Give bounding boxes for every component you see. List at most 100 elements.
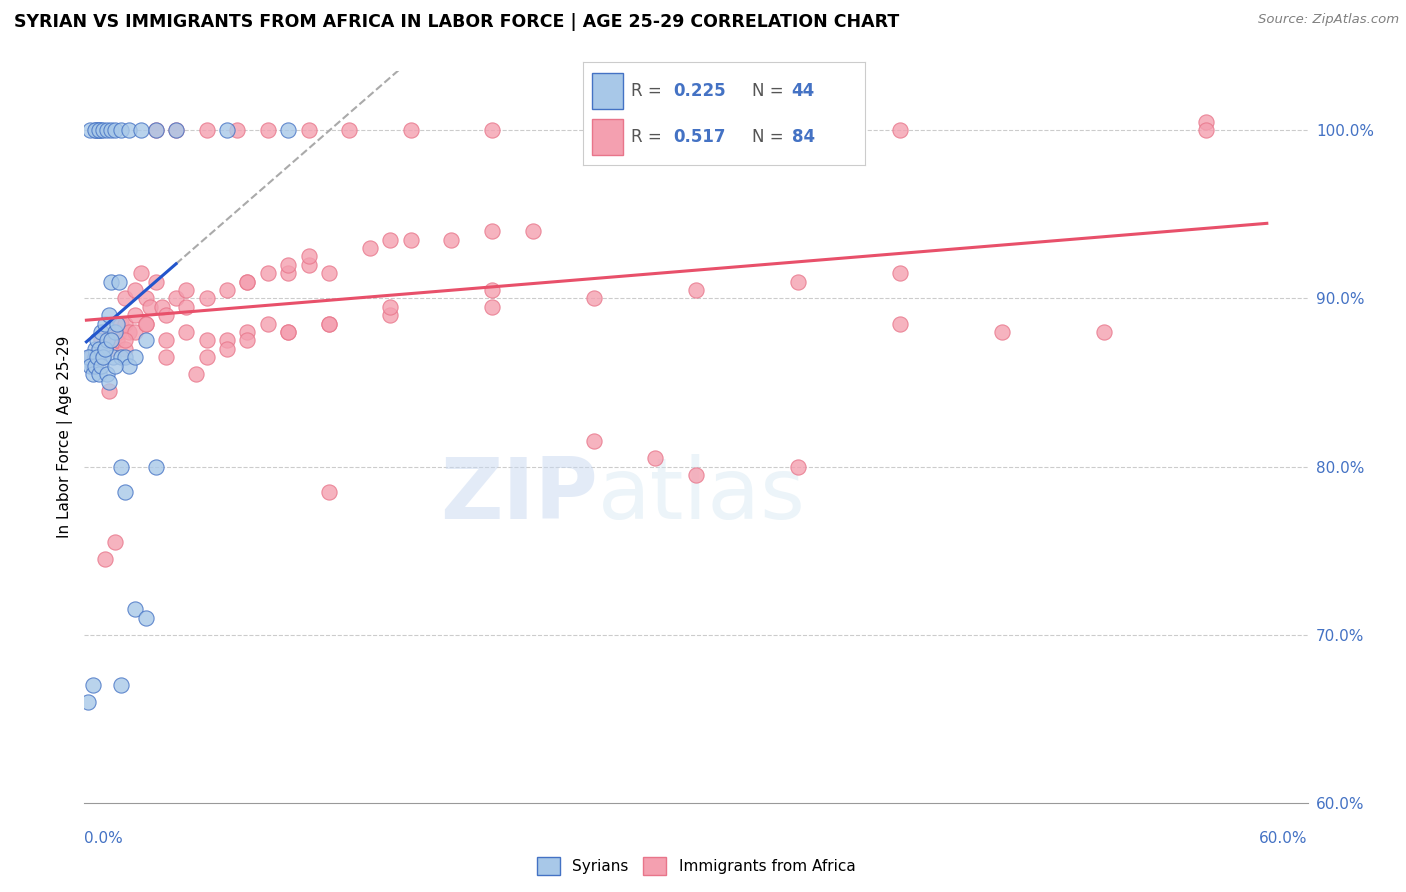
Text: 44: 44 (792, 82, 815, 100)
Point (186, 367, 208, 381)
Point (97, 342, 120, 356)
Point (91, 350, 114, 364)
Point (110, 317, 132, 331)
Point (318, 484, 340, 499)
FancyBboxPatch shape (592, 119, 623, 155)
Text: atlas: atlas (598, 454, 806, 537)
Point (82, 678, 104, 692)
Point (155, 350, 177, 364)
Point (79, 359, 101, 373)
Point (83, 123, 105, 137)
Point (96, 367, 118, 381)
Point (399, 233, 422, 247)
Point (91, 123, 114, 137)
Point (1195, 123, 1218, 137)
Point (135, 317, 157, 331)
Point (226, 123, 249, 137)
Point (83, 123, 105, 137)
Point (96, 334, 118, 348)
Point (104, 325, 127, 339)
Text: SYRIAN VS IMMIGRANTS FROM AFRICA IN LABOR FORCE | AGE 25-29 CORRELATION CHART: SYRIAN VS IMMIGRANTS FROM AFRICA IN LABO… (14, 13, 900, 31)
Point (79, 123, 101, 137)
Point (277, 266, 299, 280)
Point (257, 317, 280, 331)
Point (889, 317, 911, 331)
Point (217, 283, 239, 297)
Point (131, 123, 153, 137)
Point (97, 308, 120, 322)
Point (277, 325, 299, 339)
Point (787, 459, 810, 474)
Point (889, 266, 911, 280)
Text: N =: N = (752, 82, 789, 100)
Point (83, 350, 105, 364)
Point (644, 451, 666, 466)
Point (481, 283, 503, 297)
Point (110, 678, 132, 692)
Point (93, 342, 117, 356)
Point (195, 334, 218, 348)
Point (87, 342, 110, 356)
Point (583, 434, 606, 449)
Point (114, 317, 136, 331)
Point (195, 123, 218, 137)
Point (100, 275, 122, 289)
Point (131, 266, 153, 280)
Point (100, 334, 122, 348)
Point (145, 123, 167, 137)
Point (217, 123, 239, 137)
Point (82, 367, 104, 381)
Point (150, 300, 173, 314)
Text: 0.225: 0.225 (673, 82, 725, 100)
Point (110, 123, 132, 137)
Point (114, 484, 136, 499)
Y-axis label: In Labor Force | Age 25-29: In Labor Force | Age 25-29 (58, 336, 73, 538)
Text: 0.0%: 0.0% (84, 831, 124, 846)
Point (318, 266, 340, 280)
Text: 60.0%: 60.0% (1260, 831, 1308, 846)
Point (481, 123, 503, 137)
Point (90, 325, 112, 339)
Point (318, 317, 340, 331)
Point (236, 275, 259, 289)
Point (257, 123, 280, 137)
Text: 0.517: 0.517 (673, 128, 725, 146)
Point (644, 123, 666, 137)
Point (257, 266, 280, 280)
Point (135, 334, 157, 348)
Point (87, 123, 110, 137)
Point (165, 123, 187, 137)
Legend: Syrians, Immigrants from Africa: Syrians, Immigrants from Africa (529, 849, 863, 883)
Point (77, 695, 100, 709)
Point (82, 359, 104, 373)
Point (87, 367, 110, 381)
Point (236, 325, 259, 339)
Point (96, 123, 118, 137)
Point (105, 317, 128, 331)
Point (685, 283, 707, 297)
Point (318, 317, 340, 331)
Point (118, 359, 141, 373)
Point (101, 350, 124, 364)
Point (165, 123, 187, 137)
Point (174, 300, 197, 314)
Point (97, 376, 120, 390)
Point (83, 359, 105, 373)
Point (91, 350, 114, 364)
Point (145, 123, 167, 137)
Point (298, 123, 321, 137)
Point (522, 224, 544, 238)
Point (380, 308, 402, 322)
Point (108, 275, 131, 289)
Point (236, 334, 259, 348)
Point (93, 552, 117, 566)
Point (93, 342, 117, 356)
Point (236, 275, 259, 289)
Point (359, 241, 381, 255)
Text: N =: N = (752, 128, 789, 146)
Text: R =: R = (631, 82, 668, 100)
Point (79, 350, 101, 364)
Point (165, 291, 187, 305)
Point (991, 325, 1014, 339)
Point (135, 291, 157, 305)
